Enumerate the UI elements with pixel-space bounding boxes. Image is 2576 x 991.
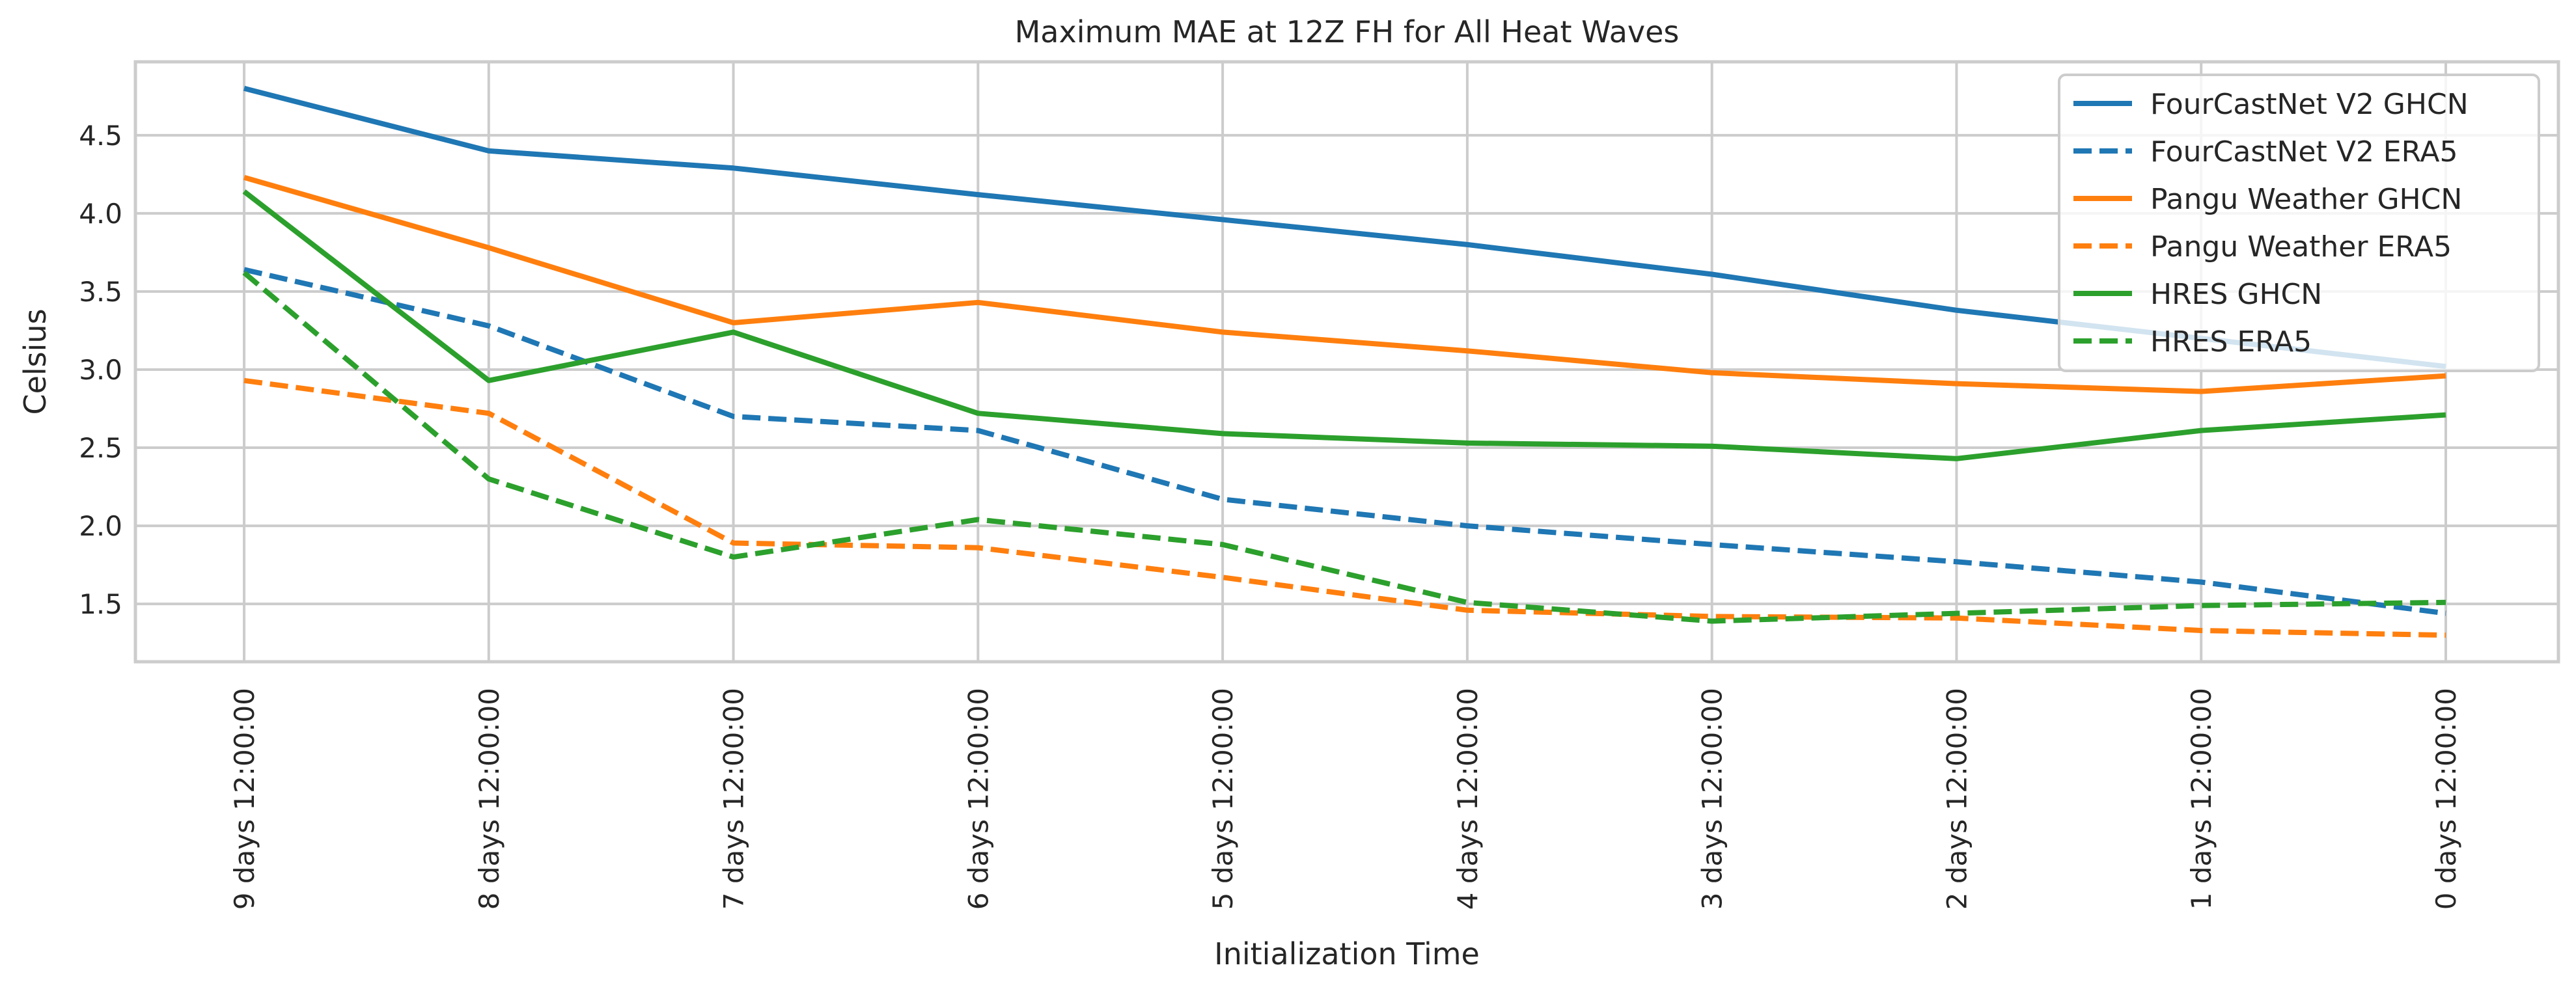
x-tick-label: 9 days 12:00:00 xyxy=(229,688,260,910)
legend-label: FourCastNet V2 GHCN xyxy=(2150,88,2469,121)
x-axis-label: Initialization Time xyxy=(1214,936,1480,971)
legend-label: HRES GHCN xyxy=(2150,278,2322,311)
y-tick-label: 4.5 xyxy=(79,120,122,152)
x-tick-label: 5 days 12:00:00 xyxy=(1207,688,1239,910)
legend-label: HRES ERA5 xyxy=(2150,325,2312,359)
y-tick-label: 3.0 xyxy=(79,354,122,386)
x-tick-label: 2 days 12:00:00 xyxy=(1941,688,1973,910)
y-axis-ticks: 1.5 2.0 2.5 3.0 3.5 4.0 4.5 xyxy=(79,120,122,620)
legend-label: Pangu Weather GHCN xyxy=(2150,183,2462,216)
series-line xyxy=(243,174,2446,394)
legend: FourCastNet V2 GHCN FourCastNet V2 ERA5 Pa… xyxy=(2058,74,2540,372)
x-tick-label: 8 days 12:00:00 xyxy=(473,688,505,910)
chart-title: Maximum MAE at 12Z FH for All Heat Waves xyxy=(1015,14,1680,49)
x-tick-label: 1 days 12:00:00 xyxy=(2185,688,2217,910)
legend-label: Pangu Weather ERA5 xyxy=(2150,230,2452,264)
x-tick-label: 6 days 12:00:00 xyxy=(962,688,994,910)
x-axis-ticks: 9 days 12:00:00 8 days 12:00:00 7 days 12:… xyxy=(229,688,2462,910)
y-tick-label: 2.5 xyxy=(79,432,122,464)
y-tick-label: 1.5 xyxy=(79,588,122,620)
x-tick-label: 3 days 12:00:00 xyxy=(1697,688,1728,910)
plot-frame xyxy=(133,60,2560,664)
series-line xyxy=(242,271,2446,624)
series-line xyxy=(242,189,2446,461)
x-tick-label: 4 days 12:00:00 xyxy=(1452,688,1484,910)
y-axis-label: Celsius xyxy=(18,308,53,414)
legend-box xyxy=(2058,74,2540,372)
series-line xyxy=(243,267,2446,616)
y-tick-label: 3.5 xyxy=(79,276,122,308)
legend-label: FourCastNet V2 ERA5 xyxy=(2150,135,2458,169)
x-tick-label: 7 days 12:00:00 xyxy=(718,688,750,910)
series-line xyxy=(243,377,2446,638)
x-tick-label: 0 days 12:00:00 xyxy=(2430,688,2462,910)
y-tick-label: 2.0 xyxy=(79,510,122,542)
gridlines xyxy=(135,62,2558,662)
y-tick-label: 4.0 xyxy=(79,198,122,230)
